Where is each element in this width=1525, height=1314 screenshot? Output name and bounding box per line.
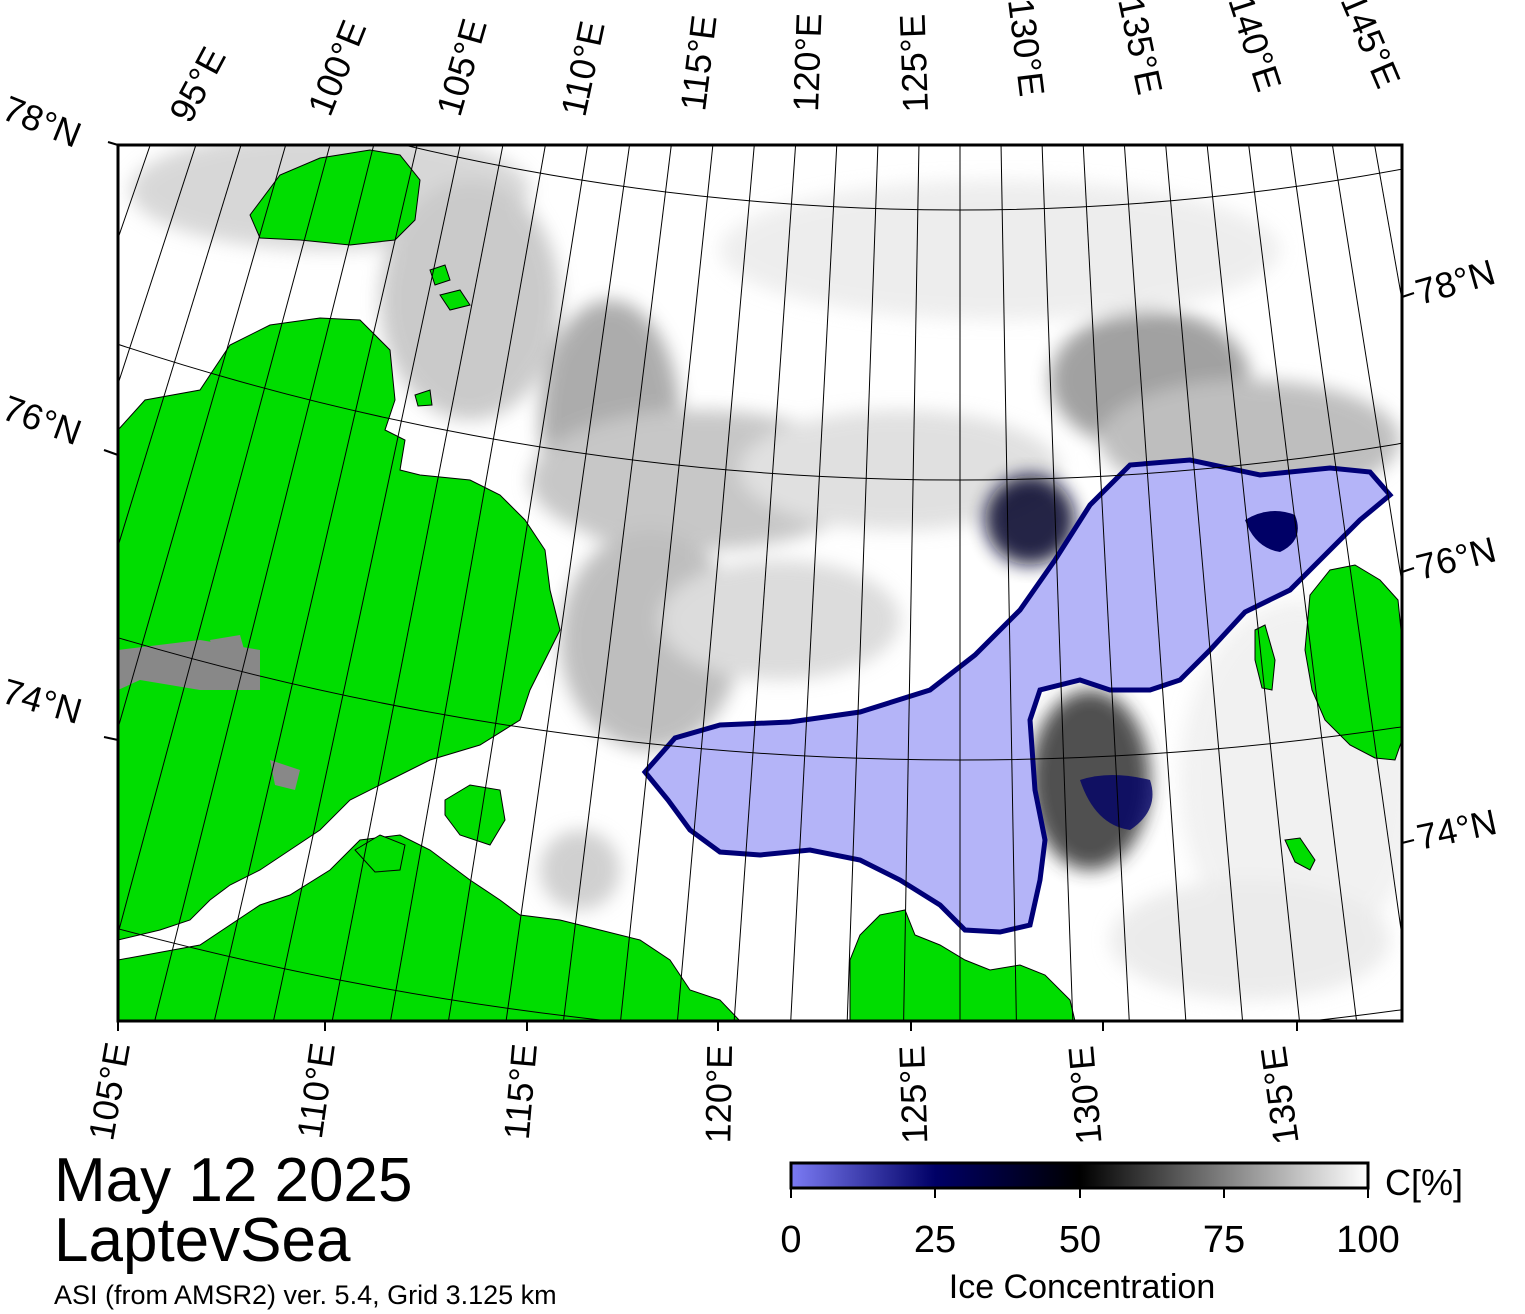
meridian-line [1289, 145, 1402, 941]
meridian-line [1041, 145, 1074, 1021]
colorbar: C[%] 0 25 50 75 100 Ice Concentration [780, 1161, 1463, 1306]
meridian-line [1439, 49, 1525, 1125]
right-lat-label: 78°N [1411, 251, 1500, 313]
meridian-line [505, 145, 631, 1021]
meridian-line [118, 145, 287, 730]
kotelny-island [1304, 564, 1402, 761]
top-lon-label: 95°E [161, 40, 234, 129]
colorbar-tick-label: 25 [914, 1219, 956, 1261]
meridian-line [272, 145, 461, 1021]
meridian-line [331, 145, 504, 1021]
meridian-line [620, 145, 714, 1021]
graticule [0, 0, 1525, 1138]
meridian-line [903, 145, 920, 1021]
colorbar-tick-label: 0 [780, 1219, 801, 1261]
meridian-line [1206, 145, 1300, 1021]
bottom-lon-label: 125°E [891, 1045, 935, 1145]
top-lon-label: 100°E [299, 14, 374, 121]
colorbar-tick-label: 75 [1203, 1219, 1245, 1261]
meridian-line [1248, 145, 1358, 1021]
meridian-line [1479, 41, 1525, 1113]
colorbar-tick-label: 50 [1059, 1219, 1101, 1261]
left-lat-label: 74°N [0, 670, 86, 732]
meridian-line [1374, 145, 1402, 303]
left-lat-label: 76°N [0, 387, 87, 453]
dark-ice-patch [1245, 511, 1298, 552]
right-latitude-labels: 78°N 76°N 74°N [1411, 251, 1500, 858]
top-lon-label: 110°E [553, 17, 613, 119]
top-lon-label: 120°E [785, 12, 829, 112]
dark-ice-patch [1080, 775, 1153, 830]
siberian-mainland [118, 834, 741, 1021]
left-latitude-labels: 78°N 76°N 74°N [0, 87, 87, 731]
meridian-line [1165, 145, 1244, 1021]
bottom-lon-label: 105°E [80, 1039, 137, 1143]
meridian-line [1082, 145, 1130, 1021]
meridian-line [1400, 58, 1525, 1138]
bottom-lon-label: 130°E [1060, 1044, 1109, 1146]
meridian-line [118, 145, 242, 548]
bottom-lon-label: 135°E [1252, 1044, 1306, 1147]
land-masses [118, 149, 1402, 1021]
right-lat-label: 76°N [1412, 529, 1500, 588]
colorbar-unit: C[%] [1385, 1162, 1463, 1203]
severnaya-zemlya-island [249, 149, 421, 246]
meridian-line [676, 145, 755, 1021]
meridian-line [733, 145, 797, 1021]
begichev-island [444, 784, 506, 846]
meridian-line [790, 145, 838, 1021]
meridian-line [1518, 31, 1525, 1098]
left-lat-label: 78°N [0, 87, 87, 155]
meridian-line [213, 145, 418, 1021]
lena-delta [849, 909, 1076, 1021]
coast-mask [118, 635, 300, 790]
colorbar-tick-label: 100 [1336, 1219, 1399, 1261]
meridian-line [1331, 145, 1402, 587]
right-lat-label: 74°N [1413, 801, 1500, 858]
axis-ticks [103, 141, 1415, 1031]
top-longitude-labels: 95°E 100°E 105°E 110°E 115°E 120°E 125°E… [161, 0, 1409, 129]
belkovsky-island [1254, 624, 1276, 691]
top-lon-label: 130°E [1000, 0, 1053, 99]
bottom-lon-label: 110°E [289, 1040, 343, 1141]
top-lon-label: 135°E [1110, 0, 1171, 98]
data-source-note: ASI (from AMSR2) ver. 5.4, Grid 3.125 km [54, 1280, 557, 1310]
top-lon-label: 140°E [1220, 0, 1289, 96]
top-lon-label: 105°E [428, 14, 495, 120]
colorbar-gradient [789, 1161, 1370, 1190]
meridian-line [118, 145, 197, 386]
meridian-line [447, 145, 589, 1021]
meridian-line [118, 145, 331, 936]
top-lon-label: 115°E [672, 13, 724, 113]
meridian-line [562, 145, 672, 1021]
bottom-lon-label: 120°E [697, 1044, 740, 1143]
colorbar-title: Ice Concentration [949, 1268, 1216, 1306]
meridian-line [1000, 145, 1017, 1021]
meridian-line [389, 145, 546, 1021]
stolbovoy-island [1284, 837, 1316, 871]
meridian-line [0, 0, 22, 905]
bottom-longitude-labels: 105°E 110°E 115°E 120°E 125°E 130°E 135°… [80, 1039, 1306, 1147]
top-lon-label: 145°E [1333, 0, 1409, 94]
map-date: May 12 2025 [54, 1146, 413, 1215]
meridian-line [154, 145, 375, 1021]
map-region: LaptevSea [54, 1206, 351, 1275]
meridian-line [118, 145, 151, 240]
top-lon-label: 125°E [892, 13, 936, 113]
map-frame [116, 143, 1404, 1023]
taymyr-peninsula [118, 317, 561, 941]
meridian-line [846, 145, 879, 1021]
bottom-lon-label: 115°E [496, 1042, 545, 1141]
meridian-line [1123, 145, 1187, 1021]
map-frame-content [0, 0, 1525, 1138]
